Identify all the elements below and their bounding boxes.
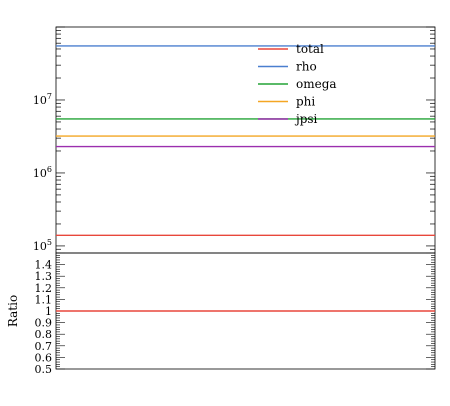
ratio-y-tick-label: 1.1 <box>35 293 53 306</box>
legend-label-phi: phi <box>296 95 315 109</box>
ratio-y-tick-label: 1.2 <box>35 282 53 295</box>
main-series <box>56 45 435 236</box>
ratio-y-tick-label: 1.3 <box>35 270 53 283</box>
ratio-y-tick-label: 1.4 <box>35 259 53 272</box>
main-plot-frame <box>55 26 436 254</box>
y-tick-label: 105 <box>33 238 52 253</box>
main-ticks <box>56 26 435 254</box>
ratio-axis-label: Ratio <box>6 295 20 327</box>
legend-label-jpsi: jpsi <box>294 112 318 126</box>
ratio-tick-labels: 0.50.60.70.80.911.11.21.31.4 <box>35 259 53 376</box>
legend: total rho omega phi jpsi <box>258 42 337 126</box>
ratio-y-tick-label: 0.8 <box>35 328 53 341</box>
ratio-y-tick-label: 0.6 <box>35 351 53 364</box>
ratio-y-tick-label: 1 <box>45 305 52 318</box>
legend-label-rho: rho <box>296 60 317 74</box>
ratio-y-tick-label: 0.7 <box>35 340 53 353</box>
legend-label-total: total <box>296 42 324 56</box>
y-tick-label: 107 <box>33 92 52 107</box>
main-tick-labels: 105 106 107 <box>33 92 52 253</box>
ratio-y-tick-label: 0.9 <box>35 317 53 330</box>
ratio-y-tick-label: 0.5 <box>35 363 53 376</box>
legend-label-omega: omega <box>296 77 337 91</box>
y-tick-label: 106 <box>33 165 52 180</box>
